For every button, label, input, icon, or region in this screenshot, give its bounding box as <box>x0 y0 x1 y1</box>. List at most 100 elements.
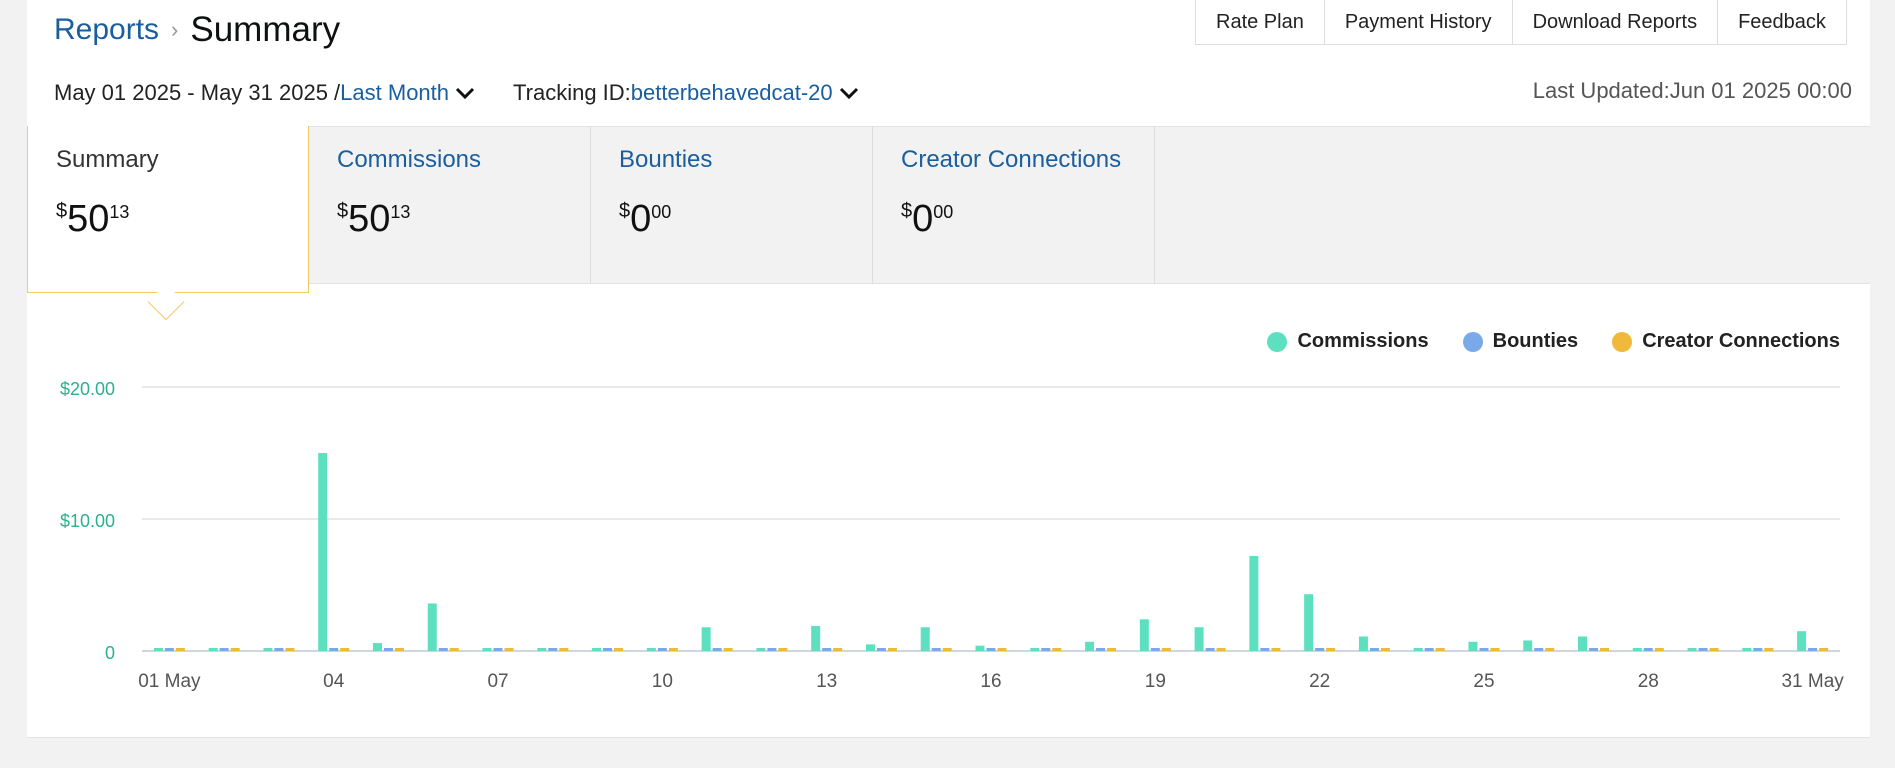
bar-bounties <box>876 648 886 651</box>
bar-creator-connections <box>449 648 459 651</box>
bar-commissions <box>482 648 492 651</box>
legend-dot-icon <box>1267 331 1288 352</box>
bar-commissions <box>1468 641 1478 651</box>
bar-bounties <box>383 648 393 651</box>
page-title: Summary <box>190 10 341 49</box>
bar-commissions <box>537 648 547 651</box>
card-title: Summary <box>56 146 159 173</box>
bar-creator-connections <box>1271 648 1281 651</box>
legend-item-creator-connections[interactable]: Creator Connections <box>1612 330 1840 353</box>
bar-creator-connections <box>778 648 788 651</box>
bar-bounties <box>712 648 722 651</box>
bar-creator-connections <box>1764 648 1774 651</box>
bar-bounties <box>1041 648 1051 651</box>
bar-creator-connections <box>1490 648 1500 651</box>
x-tick-label: 16 <box>980 671 1001 692</box>
bar-commissions <box>1687 648 1697 651</box>
breadcrumb: Reports › Summary <box>54 8 340 52</box>
x-tick-label: 31 May <box>1781 671 1844 692</box>
bar-creator-connections <box>175 648 185 651</box>
bar-creator-connections <box>1216 648 1226 651</box>
bar-creator-connections <box>833 648 843 651</box>
bar-bounties <box>1808 648 1818 651</box>
bar-commissions <box>1523 640 1533 651</box>
legend-item-commissions[interactable]: Commissions <box>1267 330 1429 353</box>
bar-bounties <box>1753 648 1763 651</box>
bar-creator-connections <box>340 648 350 651</box>
y-tick-label: $20.00 <box>60 379 115 399</box>
bar-bounties <box>1315 648 1325 651</box>
bar-creator-connections <box>230 648 240 651</box>
card-creator-connections[interactable]: Creator Connections $000 <box>873 126 1155 284</box>
last-updated-text: Last Updated:Jun 01 2025 00:00 <box>1532 78 1852 103</box>
bar-creator-connections <box>1435 648 1445 651</box>
bar-creator-connections <box>887 648 897 651</box>
bar-commissions <box>975 645 985 651</box>
chevron-down-icon[interactable] <box>453 81 477 105</box>
bar-commissions <box>865 644 875 651</box>
legend-item-bounties[interactable]: Bounties <box>1462 330 1578 353</box>
bar-creator-connections <box>1380 648 1390 651</box>
bar-bounties <box>329 648 339 651</box>
bar-creator-connections <box>1819 648 1829 651</box>
bar-creator-connections <box>614 648 624 651</box>
bar-bounties <box>986 648 996 651</box>
bar-commissions <box>208 648 218 651</box>
earnings-chart: 0 $10.00 $20.00 01 May 04 07 10 13 16 19 22 25 28 31 … <box>60 379 1844 692</box>
bar-commissions <box>1578 636 1588 651</box>
bar-creator-connections <box>394 648 404 651</box>
x-tick-label: 07 <box>487 671 508 692</box>
bar-bounties <box>931 648 941 651</box>
card-amount: $000 <box>901 198 954 240</box>
card-amount: $000 <box>619 198 672 240</box>
bar-creator-connections <box>723 648 733 651</box>
tab-rate-plan[interactable]: Rate Plan <box>1196 0 1325 44</box>
period-dropdown[interactable]: Last Month <box>340 80 450 105</box>
card-title: Commissions <box>337 146 482 173</box>
bar-bounties <box>822 648 832 651</box>
bar-bounties <box>274 648 284 651</box>
bar-creator-connections <box>1107 648 1117 651</box>
card-title: Bounties <box>619 146 713 173</box>
tab-payment-history[interactable]: Payment History <box>1325 0 1513 44</box>
tracking-id-dropdown[interactable]: betterbehavedcat-20 <box>630 80 833 105</box>
bar-bounties <box>438 648 448 651</box>
x-tick-label: 01 May <box>138 671 201 692</box>
bar-creator-connections <box>942 648 952 651</box>
bar-bounties <box>548 648 558 651</box>
card-commissions[interactable]: Commissions $5013 <box>309 126 591 284</box>
bar-commissions <box>1304 594 1314 651</box>
bar-creator-connections <box>504 648 514 651</box>
tab-feedback[interactable]: Feedback <box>1718 0 1847 44</box>
bar-commissions <box>811 625 821 651</box>
bar-creator-connections <box>1654 648 1664 651</box>
bar-commissions <box>372 643 382 651</box>
bar-bounties <box>164 648 174 651</box>
chevron-down-icon[interactable] <box>837 81 861 105</box>
bar-commissions <box>1030 648 1040 651</box>
bar-creator-connections <box>1709 648 1719 651</box>
breadcrumb-reports-link[interactable]: Reports <box>54 13 160 46</box>
bar-bounties <box>1479 648 1489 651</box>
date-range-text: May 01 2025 - May 31 2025 / <box>54 80 341 105</box>
bar-commissions <box>427 603 437 651</box>
bar-bounties <box>1150 648 1160 651</box>
card-summary[interactable]: Summary $5013 <box>27 126 309 293</box>
card-bounties[interactable]: Bounties $000 <box>591 126 873 284</box>
bar-creator-connections <box>1052 648 1062 651</box>
tab-download-reports[interactable]: Download Reports <box>1513 0 1719 44</box>
bar-commissions <box>592 648 602 651</box>
bar-bounties <box>1534 648 1544 651</box>
bar-commissions <box>153 648 163 651</box>
breadcrumb-separator-icon: › <box>171 17 179 42</box>
chart-legend: Commissions Bounties Creator Connections <box>1267 330 1840 353</box>
bar-commissions <box>1413 648 1423 651</box>
bar-commissions <box>1797 631 1807 651</box>
top-nav-tabs: Rate Plan Payment History Download Repor… <box>1195 0 1847 45</box>
y-tick-label: $10.00 <box>60 511 115 531</box>
bar-commissions <box>646 648 656 651</box>
bar-commissions <box>263 648 273 651</box>
bar-commissions <box>1632 648 1642 651</box>
x-tick-label: 19 <box>1145 671 1166 692</box>
